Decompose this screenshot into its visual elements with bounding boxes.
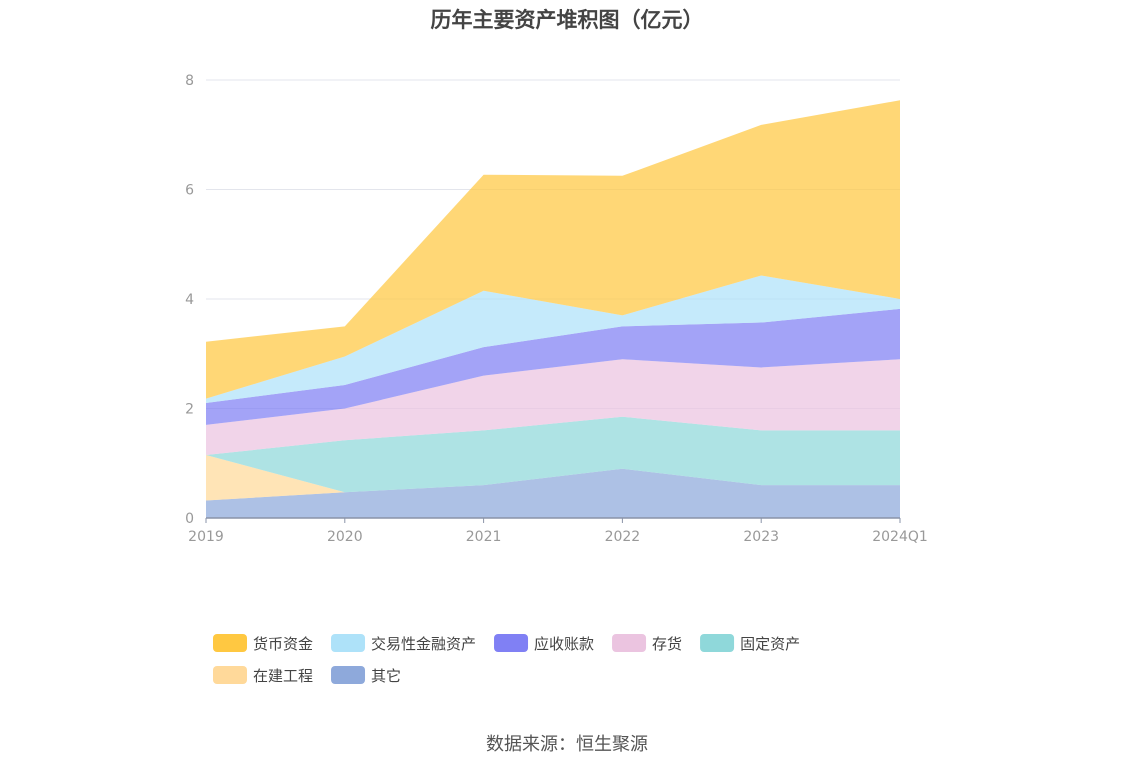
legend-item[interactable]: 其它 xyxy=(331,666,401,685)
x-tick-label: 2023 xyxy=(743,529,779,545)
legend-label: 固定资产 xyxy=(740,635,800,653)
legend-swatch xyxy=(213,666,247,684)
legend-item[interactable]: 货币资金 xyxy=(213,634,313,653)
legend-label: 货币资金 xyxy=(253,635,313,653)
y-tick-label: 0 xyxy=(185,511,194,527)
legend-swatch xyxy=(331,634,366,652)
x-tick-label: 2022 xyxy=(605,529,641,545)
axis-layer: 0 2 4 6 8 2019 2020 2021 2022 2023 2024Q1 xyxy=(185,73,928,545)
legend-label: 其它 xyxy=(371,667,401,685)
area-series-3 xyxy=(206,359,900,456)
y-tick-label: 4 xyxy=(185,292,194,308)
area-series-6 xyxy=(206,100,900,399)
x-tick-label: 2024Q1 xyxy=(872,529,928,545)
x-tick-label: 2020 xyxy=(327,529,363,545)
x-tick-label: 2021 xyxy=(466,529,502,545)
legend-item[interactable]: 交易性金融资产 xyxy=(331,634,476,653)
legend-item[interactable]: 存货 xyxy=(612,634,682,653)
legend-label: 在建工程 xyxy=(253,667,313,685)
area-series-1 xyxy=(206,455,900,501)
chart-title: 历年主要资产堆积图（亿元） xyxy=(430,8,704,32)
x-tick-label: 2019 xyxy=(188,529,224,545)
area-series-4 xyxy=(206,308,900,425)
legend-swatch xyxy=(331,666,366,684)
legend-swatch xyxy=(213,634,247,652)
legend-item[interactable]: 在建工程 xyxy=(213,666,313,685)
legend-swatch xyxy=(612,634,647,652)
legend-label: 存货 xyxy=(652,635,682,653)
y-tick-label: 2 xyxy=(185,402,194,418)
legend-item[interactable]: 应收账款 xyxy=(494,634,594,653)
area-series-2 xyxy=(206,416,900,493)
legend-swatch xyxy=(494,634,529,652)
y-tick-label: 8 xyxy=(185,73,194,89)
area-series-5 xyxy=(206,275,900,404)
y-tick-label: 6 xyxy=(185,183,194,199)
area-layer xyxy=(206,100,900,518)
area-series-0 xyxy=(206,468,900,518)
legend-swatch xyxy=(700,634,735,652)
legend-label: 交易性金融资产 xyxy=(371,635,476,653)
legend-item[interactable]: 固定资产 xyxy=(700,634,800,653)
legend-label: 应收账款 xyxy=(534,635,594,653)
source-note: 数据来源：恒生聚源 xyxy=(486,734,648,755)
